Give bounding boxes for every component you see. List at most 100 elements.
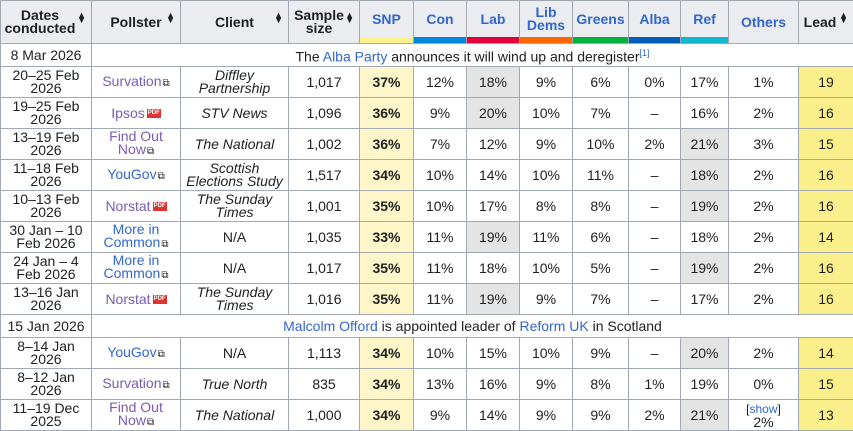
party-share-cell: 14% — [467, 400, 520, 431]
party-color-bar — [467, 37, 519, 43]
pollster-cell: More in Common⧉ — [92, 222, 181, 253]
header-party-snp[interactable]: SNP — [360, 1, 414, 44]
sample-size-cell: 1,000 — [289, 400, 360, 431]
external-link-icon: ⧉ — [163, 380, 170, 391]
dates-cell: 8–14 Jan 2026 — [1, 338, 92, 369]
header-party-con[interactable]: Con — [414, 1, 467, 44]
lead-cell: 16 — [799, 160, 853, 191]
pollster-link[interactable]: Ipsos — [111, 105, 144, 121]
dates-cell: 30 Jan – 10 Feb 2026 — [1, 222, 92, 253]
sort-icon[interactable]: ▲▼ — [77, 13, 86, 23]
citation-link[interactable]: [1] — [639, 48, 649, 58]
sort-icon[interactable]: ▲▼ — [345, 13, 354, 23]
sort-icon[interactable]: ▲▼ — [839, 13, 848, 23]
party-share-cell: 37% — [360, 67, 414, 98]
header-party-lab[interactable]: Lab — [467, 1, 520, 44]
others-cell: 1% — [729, 67, 799, 98]
event-link[interactable]: Malcolm Offord — [283, 318, 378, 334]
event-date: 8 Mar 2026 — [1, 44, 92, 67]
dates-cell: 10–13 Feb 2026 — [1, 191, 92, 222]
party-share-cell: 9% — [520, 400, 573, 431]
pollster-cell: More in Common⧉ — [92, 253, 181, 284]
party-link[interactable]: Greens — [576, 11, 624, 27]
party-share-cell: 10% — [573, 129, 629, 160]
header-lead[interactable]: Lead▲▼ — [799, 1, 853, 44]
sort-icon[interactable]: ▲▼ — [166, 13, 175, 23]
party-share-cell: 0% — [629, 67, 681, 98]
header-sample[interactable]: Sample size▲▼ — [289, 1, 360, 44]
client-cell: The Sunday Times — [181, 191, 289, 222]
header-client[interactable]: Client▲▼ — [181, 1, 289, 44]
party-link[interactable]: SNP — [372, 11, 401, 27]
header-pollster-label: Pollster — [110, 14, 161, 30]
party-share-cell: 1% — [629, 369, 681, 400]
pollster-link[interactable]: YouGov — [107, 344, 156, 360]
party-share-cell: – — [629, 160, 681, 191]
party-share-cell: 17% — [681, 67, 729, 98]
header-party-greens[interactable]: Greens — [573, 1, 629, 44]
dates-cell: 19–25 Feb 2026 — [1, 98, 92, 129]
party-link[interactable]: Ref — [693, 11, 716, 27]
party-link[interactable]: Lib Dems — [527, 4, 565, 33]
client-cell: Diffley Partnership — [181, 67, 289, 98]
party-share-cell: 9% — [520, 129, 573, 160]
event-link[interactable]: Alba Party — [323, 48, 388, 64]
header-others[interactable]: Others — [729, 1, 799, 44]
pollster-link[interactable]: More in Common — [104, 252, 161, 281]
pollster-link[interactable]: Norstat — [105, 198, 150, 214]
party-share-cell: 9% — [573, 338, 629, 369]
party-share-cell: 7% — [414, 129, 467, 160]
party-share-cell: 21% — [681, 129, 729, 160]
party-share-cell: 10% — [520, 253, 573, 284]
party-link[interactable]: Con — [426, 11, 453, 27]
header-party-lib-dems[interactable]: Lib Dems — [520, 1, 573, 44]
pollster-link[interactable]: YouGov — [107, 166, 156, 182]
header-dates[interactable]: Dates conducted▲▼ — [1, 1, 92, 44]
party-share-cell: 19% — [681, 369, 729, 400]
party-share-cell: – — [629, 191, 681, 222]
party-share-cell: 18% — [681, 222, 729, 253]
external-link-icon: ⧉ — [163, 78, 170, 89]
event-text: in Scotland — [589, 318, 662, 334]
party-share-cell: 17% — [467, 191, 520, 222]
header-party-alba[interactable]: Alba — [629, 1, 681, 44]
party-share-cell: 19% — [681, 253, 729, 284]
party-share-cell: 8% — [573, 369, 629, 400]
others-cell: 2% — [729, 98, 799, 129]
party-share-cell: 18% — [467, 253, 520, 284]
client-cell: The National — [181, 129, 289, 160]
pollster-link[interactable]: Find Out Now — [109, 399, 163, 428]
event-description: The Alba Party announces it will wind up… — [92, 44, 853, 67]
pollster-link[interactable]: Find Out Now — [109, 128, 163, 157]
sort-icon[interactable]: ▲▼ — [274, 13, 283, 23]
header-party-ref[interactable]: Ref — [681, 1, 729, 44]
party-share-cell: 19% — [681, 191, 729, 222]
party-share-cell: 9% — [520, 369, 573, 400]
event-link[interactable]: Reform UK — [519, 318, 588, 334]
others-link[interactable]: Others — [741, 14, 786, 30]
pollster-link[interactable]: Norstat — [105, 291, 150, 307]
party-link[interactable]: Alba — [639, 11, 669, 27]
lead-cell: 16 — [799, 253, 853, 284]
pollster-link[interactable]: Survation — [102, 375, 161, 391]
header-pollster[interactable]: Pollster ▲▼ — [92, 1, 181, 44]
pdf-icon: PDF — [147, 109, 161, 118]
pollster-link[interactable]: Survation — [102, 73, 161, 89]
others-cell: 2% — [729, 253, 799, 284]
dates-cell: 11–18 Feb 2026 — [1, 160, 92, 191]
party-share-cell: 8% — [520, 191, 573, 222]
client-cell: N/A — [181, 253, 289, 284]
party-share-cell: 9% — [414, 98, 467, 129]
pollster-link[interactable]: More in Common — [104, 221, 161, 250]
party-link[interactable]: Lab — [481, 11, 506, 27]
party-share-cell: 34% — [360, 338, 414, 369]
event-text: The — [295, 48, 322, 64]
party-share-cell: 34% — [360, 369, 414, 400]
party-share-cell: 20% — [467, 98, 520, 129]
party-share-cell: 18% — [681, 160, 729, 191]
